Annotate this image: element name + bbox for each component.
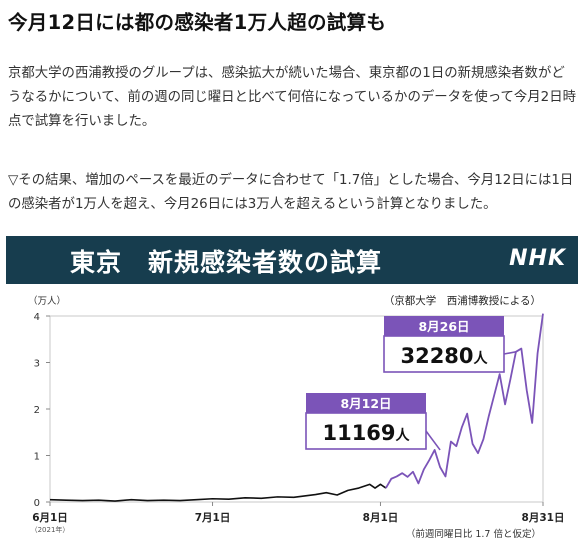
article-headline: 今月12日には都の感染者1万人超の試算も [8,11,387,34]
series-actual-line [49,483,387,502]
callout-body [383,335,505,373]
article-paragraph-1: 京都大学の西浦教授のグループは、感染拡大が続いた場合、東京都の1日の新規感染者数… [8,66,576,129]
callout-header [306,393,426,413]
nhk-logo: NHK [509,246,566,271]
y-tick-label: 1 [34,452,40,463]
footnote: （前週同曜日比 1.7 倍と仮定） [406,528,541,540]
chart-svg: 0 1 2 3 4 （万人） （京都大学 西浦博教授による） 6月1日（2021年） 7月1日 8… [28,294,565,540]
chart-graphic: 東京 新規感染者数の試算 NHK 0 1 2 3 4 （万人） （京都大学 西浦博教授による… [6,236,578,551]
y-tick-label: 2 [34,405,40,416]
y-tick-label: 3 [34,359,40,370]
callout-value-number: 11169 [322,421,395,445]
y-axis-unit: （万人） [28,295,66,307]
callout-value-unit: 人 [474,350,489,367]
y-tick-label: 4 [34,312,40,323]
callout-date: 8月12日 [340,396,391,411]
callout-value: 11169人 [322,421,410,445]
chart-banner: 東京 新規感染者数の試算 NHK [6,236,578,284]
x-tick-label: 6月1日 [32,512,68,524]
callout-value-number: 32280 [400,344,473,368]
series-projection-line [385,313,544,489]
callout-pointer [425,430,441,451]
source-note: （京都大学 西浦博教授による） [384,294,541,307]
callout-body [305,412,427,450]
y-tick-label: 0 [34,498,40,509]
callout-value: 32280人 [400,344,488,368]
callout-header [384,316,504,336]
callout-value-unit: 人 [396,427,411,444]
x-tick-label: 8月1日 [363,512,399,524]
x-tick-label: 7月1日 [195,512,231,524]
x-tick-sublabel: （2021年） [31,525,70,534]
callout-date: 8月26日 [418,319,469,334]
article-paragraph-2: ▽その結果、増加のペースを最近のデータに合わせて「1.7倍」とした場合、今月12… [8,173,574,212]
chart-title: 東京 新規感染者数の試算 [69,248,382,277]
callout-pointer [503,351,517,355]
x-tick-label: 8月31日 [522,512,565,524]
